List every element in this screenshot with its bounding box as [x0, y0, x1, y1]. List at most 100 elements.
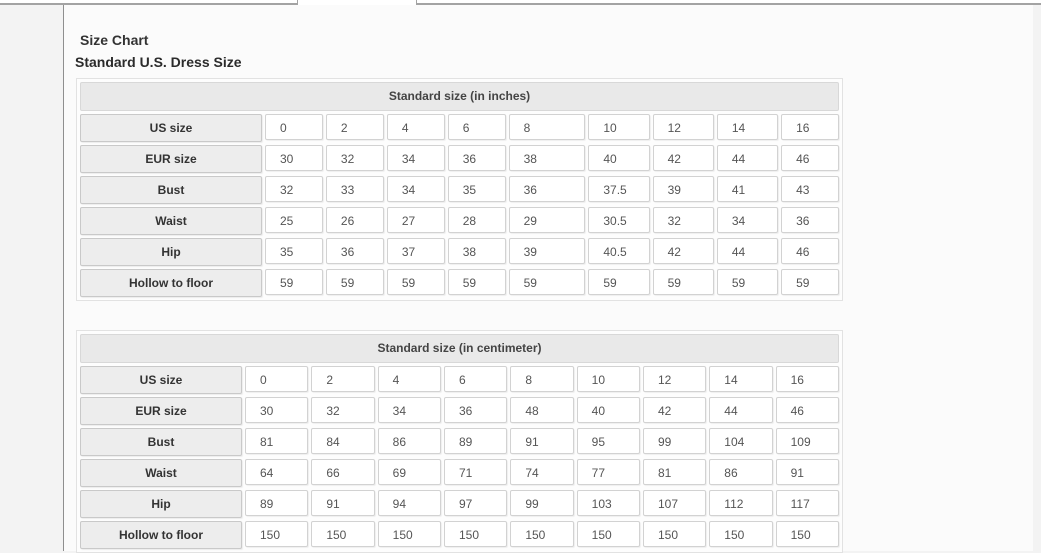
table-value-cell: 77: [577, 459, 640, 485]
table-value-cell: 33: [326, 176, 384, 202]
table-value-cell: 30: [265, 145, 323, 171]
table-value-cell: 38: [448, 238, 506, 264]
table-value-cell: 27: [387, 207, 445, 233]
table-value-cell: 10: [588, 114, 649, 140]
row-label-cell: Bust: [80, 176, 262, 204]
table-value-cell: 86: [709, 459, 772, 485]
page-subtitle: Standard U.S. Dress Size: [75, 54, 242, 70]
table-value-cell: 25: [265, 207, 323, 233]
table-value-cell: 14: [709, 366, 772, 392]
table-value-cell: 36: [444, 397, 507, 423]
table-value-cell: 44: [717, 238, 778, 264]
table-value-cell: 34: [378, 397, 441, 423]
table-value-cell: 150: [444, 521, 507, 547]
table-value-cell: 59: [653, 269, 714, 295]
table-value-cell: 42: [643, 397, 706, 423]
table-value-cell: 35: [448, 176, 506, 202]
table-value-cell: 59: [326, 269, 384, 295]
table-value-cell: 34: [387, 176, 445, 202]
table-value-cell: 150: [378, 521, 441, 547]
table-value-cell: 91: [311, 490, 374, 516]
table-value-cell: 2: [326, 114, 384, 140]
table-value-cell: 46: [781, 145, 839, 171]
table-value-cell: 41: [717, 176, 778, 202]
table-value-cell: 16: [776, 366, 839, 392]
tab-strip: [0, 0, 1041, 5]
table-value-cell: 32: [653, 207, 714, 233]
table-value-cell: 40.5: [588, 238, 649, 264]
table-value-cell: 84: [311, 428, 374, 454]
table-title: Standard size (in centimeter): [80, 334, 839, 363]
table-value-cell: 89: [245, 490, 308, 516]
table-value-cell: 16: [781, 114, 839, 140]
table-value-cell: 37: [387, 238, 445, 264]
table-value-cell: 28: [448, 207, 506, 233]
table-value-cell: 89: [444, 428, 507, 454]
table-value-cell: 32: [311, 397, 374, 423]
tab-size-chart-active[interactable]: [297, 0, 417, 5]
table-value-cell: 86: [378, 428, 441, 454]
table-value-cell: 39: [509, 238, 586, 264]
table-value-cell: 94: [378, 490, 441, 516]
row-label-cell: EUR size: [80, 397, 242, 425]
table-value-cell: 12: [643, 366, 706, 392]
table-value-cell: 59: [387, 269, 445, 295]
table-value-cell: 46: [781, 238, 839, 264]
table-value-cell: 150: [245, 521, 308, 547]
row-label-cell: US size: [80, 114, 262, 142]
table-value-cell: 150: [643, 521, 706, 547]
table-value-cell: 48: [510, 397, 573, 423]
table-value-cell: 37.5: [588, 176, 649, 202]
table-value-cell: 59: [448, 269, 506, 295]
table-value-cell: 42: [653, 238, 714, 264]
table-value-cell: 64: [245, 459, 308, 485]
table-value-cell: 150: [311, 521, 374, 547]
row-label-cell: EUR size: [80, 145, 262, 173]
table-value-cell: 36: [509, 176, 586, 202]
table-value-cell: 46: [776, 397, 839, 423]
table-value-cell: 26: [326, 207, 384, 233]
table-value-cell: 69: [378, 459, 441, 485]
table-value-cell: 91: [510, 428, 573, 454]
table-value-cell: 42: [653, 145, 714, 171]
table-value-cell: 4: [387, 114, 445, 140]
row-label-cell: Hip: [80, 490, 242, 518]
page-title: Size Chart: [80, 32, 148, 48]
table-value-cell: 44: [717, 145, 778, 171]
table-value-cell: 59: [781, 269, 839, 295]
table-value-cell: 36: [448, 145, 506, 171]
table-value-cell: 99: [643, 428, 706, 454]
table-value-cell: 10: [577, 366, 640, 392]
table-value-cell: 14: [717, 114, 778, 140]
table-value-cell: 40: [588, 145, 649, 171]
table-value-cell: 44: [709, 397, 772, 423]
table-title: Standard size (in inches): [80, 82, 839, 111]
size-chart-panel: Size Chart Standard U.S. Dress Size Stan…: [63, 5, 1033, 551]
table-value-cell: 150: [709, 521, 772, 547]
table-value-cell: 150: [577, 521, 640, 547]
table-value-cell: 117: [776, 490, 839, 516]
table-value-cell: 74: [510, 459, 573, 485]
table-value-cell: 71: [444, 459, 507, 485]
table-value-cell: 39: [653, 176, 714, 202]
table-value-cell: 66: [311, 459, 374, 485]
table-value-cell: 6: [448, 114, 506, 140]
table-value-cell: 2: [311, 366, 374, 392]
table-value-cell: 59: [588, 269, 649, 295]
row-label-cell: Hollow to floor: [80, 521, 242, 549]
table-value-cell: 43: [781, 176, 839, 202]
table-value-cell: 150: [776, 521, 839, 547]
row-label-cell: Waist: [80, 207, 262, 235]
table-value-cell: 30.5: [588, 207, 649, 233]
table-value-cell: 8: [510, 366, 573, 392]
